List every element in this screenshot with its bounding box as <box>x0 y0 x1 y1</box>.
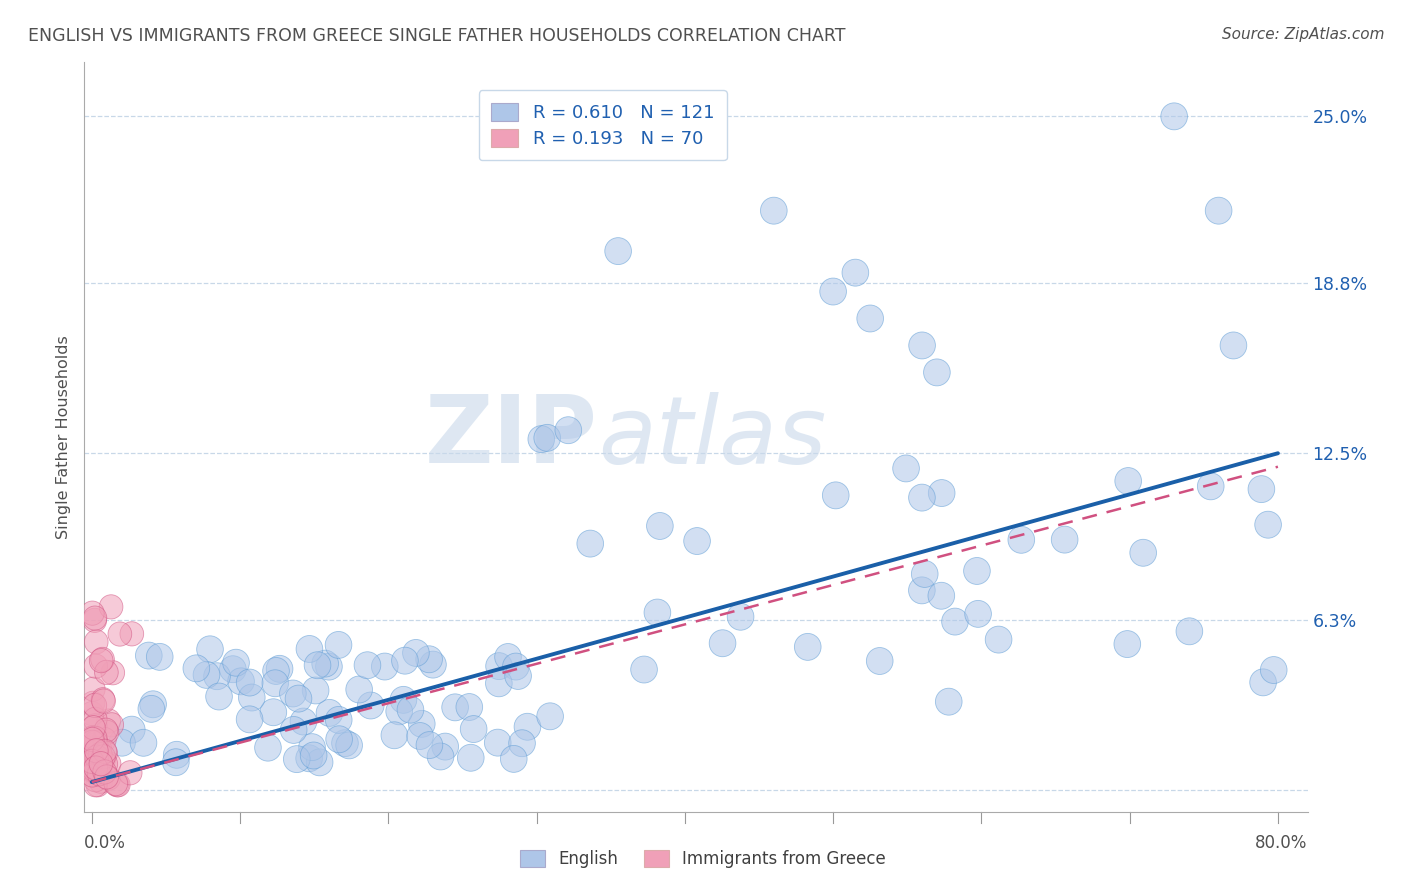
Text: ENGLISH VS IMMIGRANTS FROM GREECE SINGLE FATHER HOUSEHOLDS CORRELATION CHART: ENGLISH VS IMMIGRANTS FROM GREECE SINGLE… <box>28 27 845 45</box>
Text: 0.0%: 0.0% <box>84 834 127 852</box>
Text: Source: ZipAtlas.com: Source: ZipAtlas.com <box>1222 27 1385 42</box>
Text: atlas: atlas <box>598 392 827 483</box>
Legend: English, Immigrants from Greece: English, Immigrants from Greece <box>513 843 893 875</box>
Y-axis label: Single Father Households: Single Father Households <box>56 335 72 539</box>
Legend: R = 0.610   N = 121, R = 0.193   N = 70: R = 0.610 N = 121, R = 0.193 N = 70 <box>478 90 727 161</box>
Text: 80.0%: 80.0% <box>1256 834 1308 852</box>
Text: ZIP: ZIP <box>425 391 598 483</box>
